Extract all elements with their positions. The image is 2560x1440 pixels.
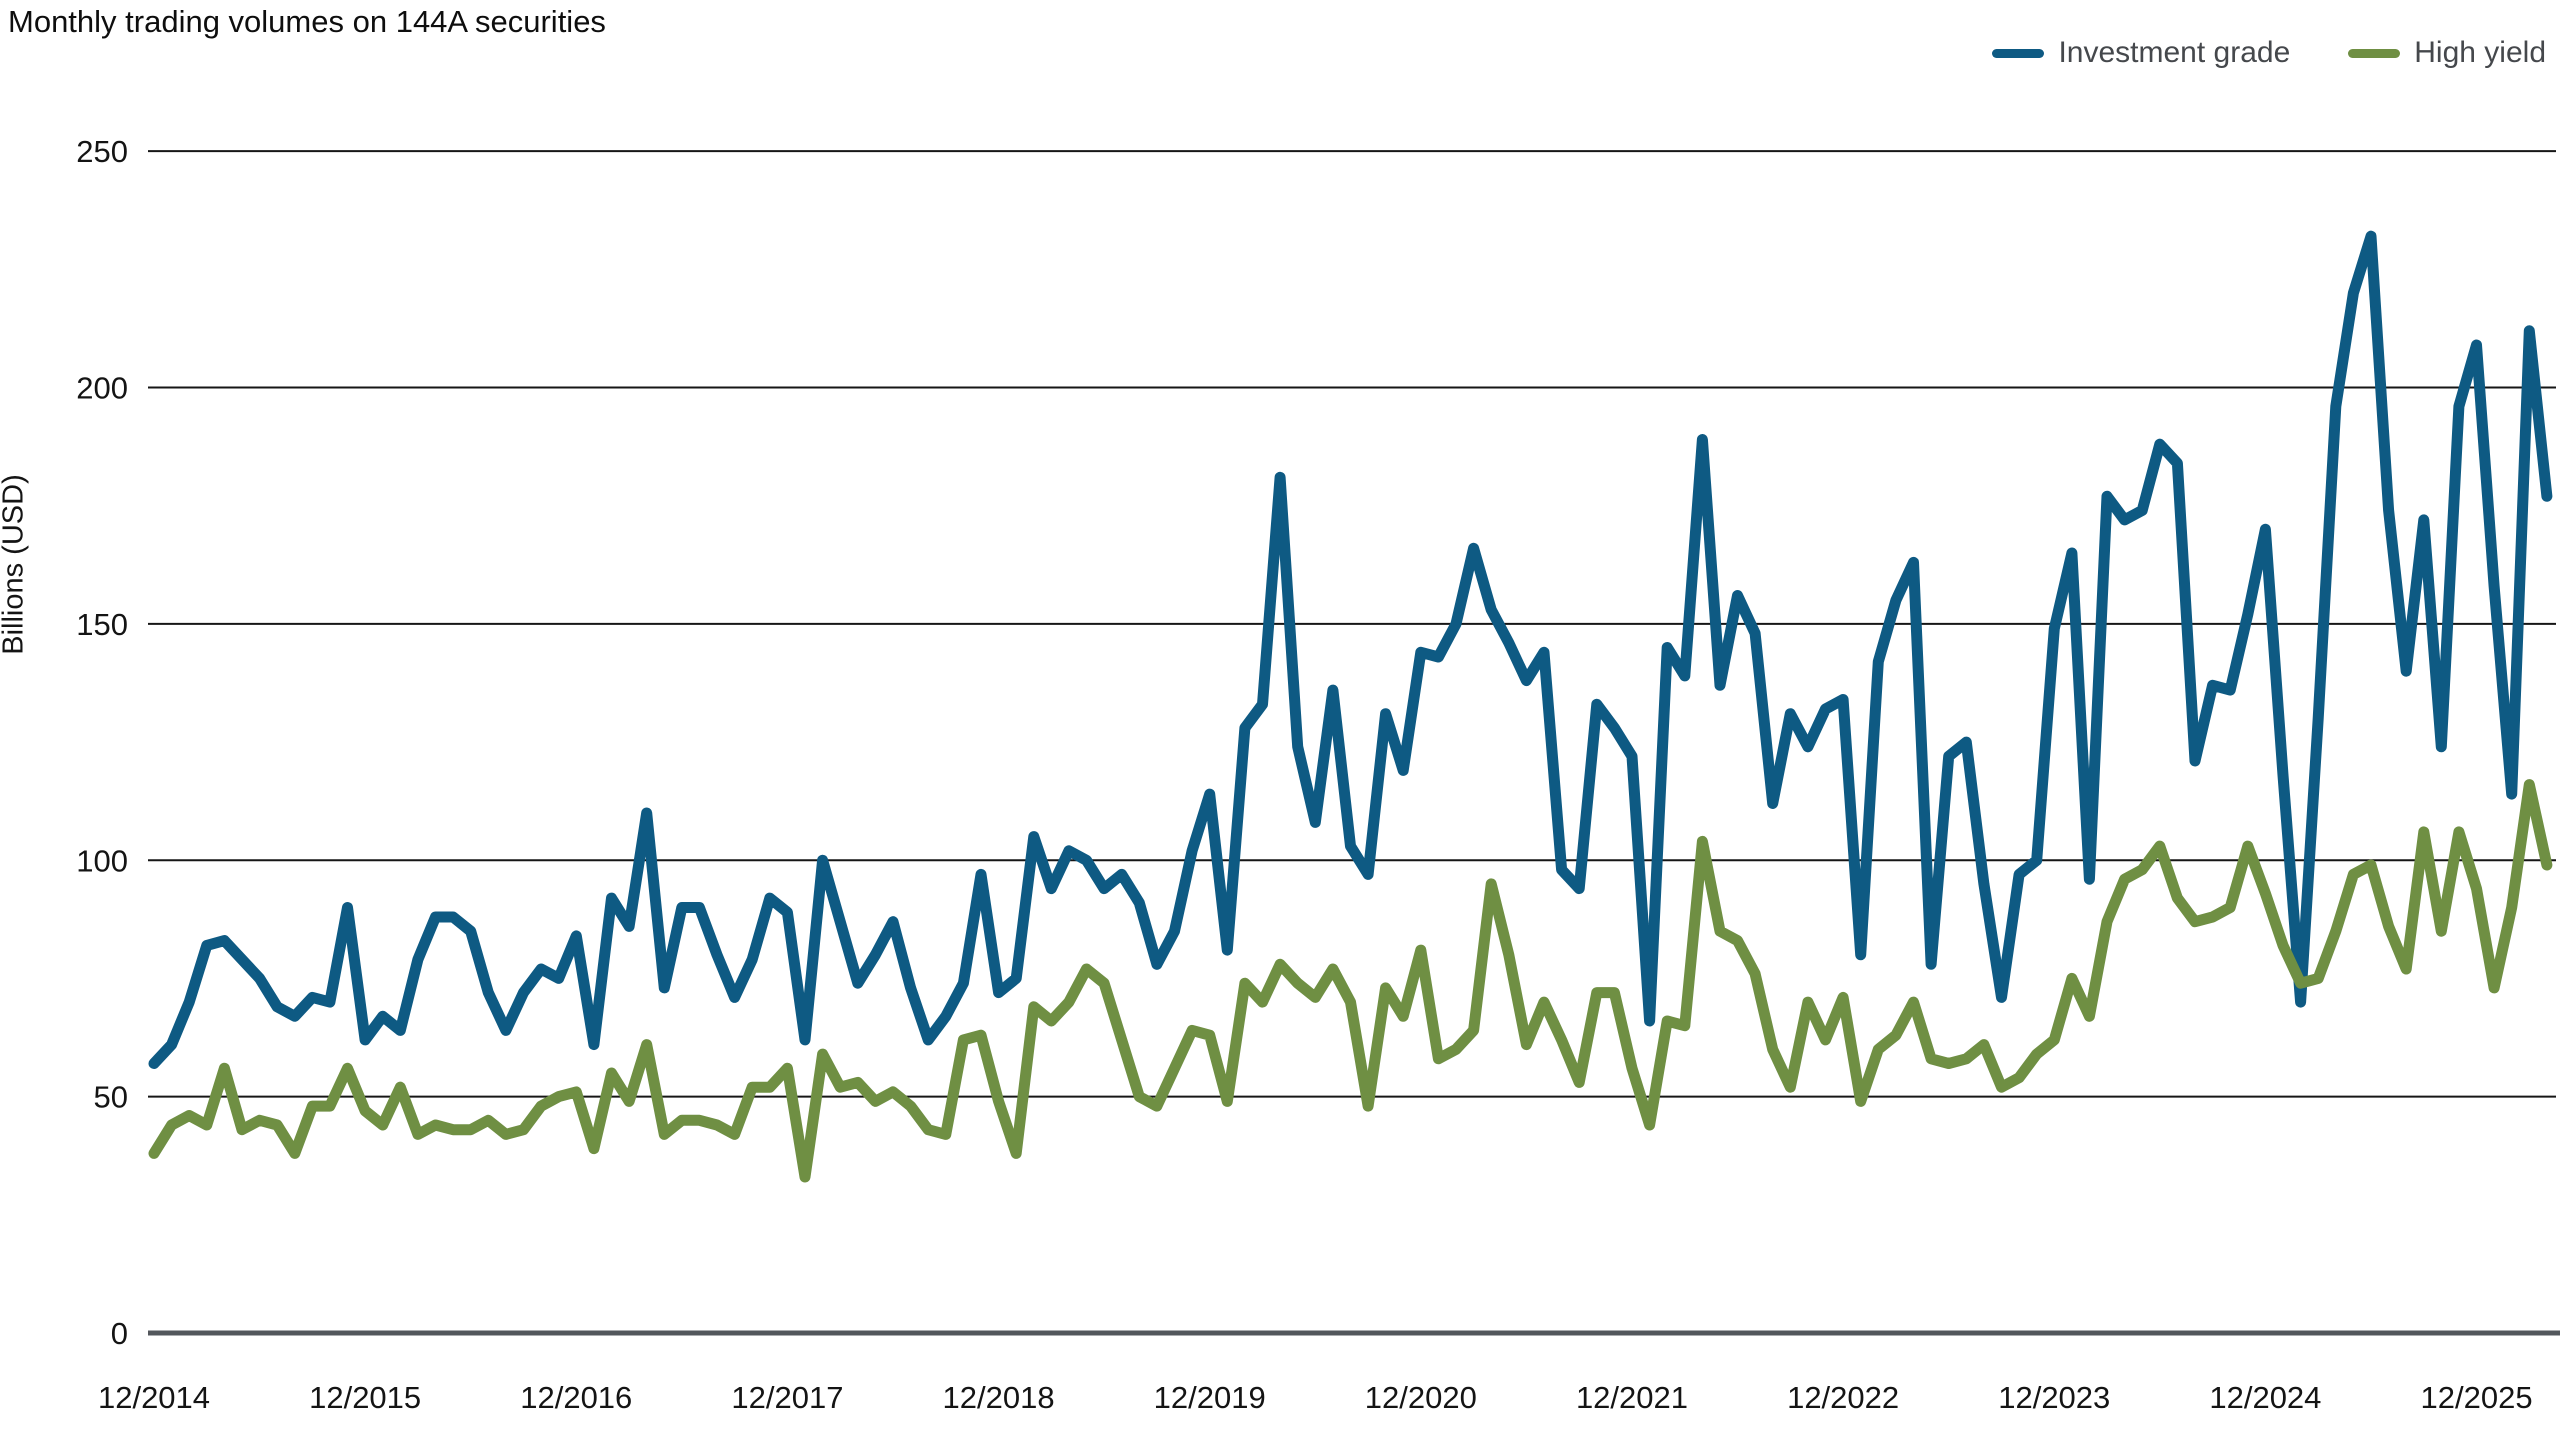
y-tick-label-150: 150: [76, 607, 128, 642]
y-tick-label-0: 0: [111, 1316, 128, 1351]
x-tick-label-12-2017: 12/2017: [731, 1380, 843, 1415]
page-title: Monthly trading volumes on 144A securiti…: [8, 4, 606, 39]
x-tick-label-12-2019: 12/2019: [1154, 1380, 1266, 1415]
x-tick-label-12-2021: 12/2021: [1576, 1380, 1688, 1415]
x-tick-label-12-2024: 12/2024: [2209, 1380, 2321, 1415]
legend-item-investment-grade[interactable]: Investment grade: [1992, 36, 2290, 70]
x-tick-label-12-2018: 12/2018: [943, 1380, 1055, 1415]
x-tick-label-12-2016: 12/2016: [520, 1380, 632, 1415]
chart-legend: Investment grade High yield: [1992, 36, 2546, 70]
x-tick-label-12-2015: 12/2015: [309, 1380, 421, 1415]
x-tick-label-12-2025: 12/2025: [2421, 1380, 2533, 1415]
series-line-high-yield: [148, 779, 2553, 1183]
legend-item-high-yield[interactable]: High yield: [2348, 36, 2546, 70]
x-tick-label-12-2022: 12/2022: [1787, 1380, 1899, 1415]
high-yield-line-swatch-icon: [2348, 48, 2401, 58]
investment-grade-line-swatch-icon: [1992, 48, 2045, 58]
y-tick-label-100: 100: [76, 843, 128, 878]
y-tick-label-50: 50: [94, 1080, 128, 1115]
y-tick-label-250: 250: [76, 134, 128, 169]
legend-label-high-yield: High yield: [2414, 36, 2546, 69]
y-tick-label-200: 200: [76, 371, 128, 406]
x-tick-label-12-2014: 12/2014: [98, 1380, 210, 1415]
x-tick-label-12-2023: 12/2023: [1998, 1380, 2110, 1415]
series-line-investment-grade: [148, 230, 2553, 1069]
legend-label-investment-grade: Investment grade: [2058, 36, 2291, 69]
x-tick-label-12-2020: 12/2020: [1365, 1380, 1477, 1415]
